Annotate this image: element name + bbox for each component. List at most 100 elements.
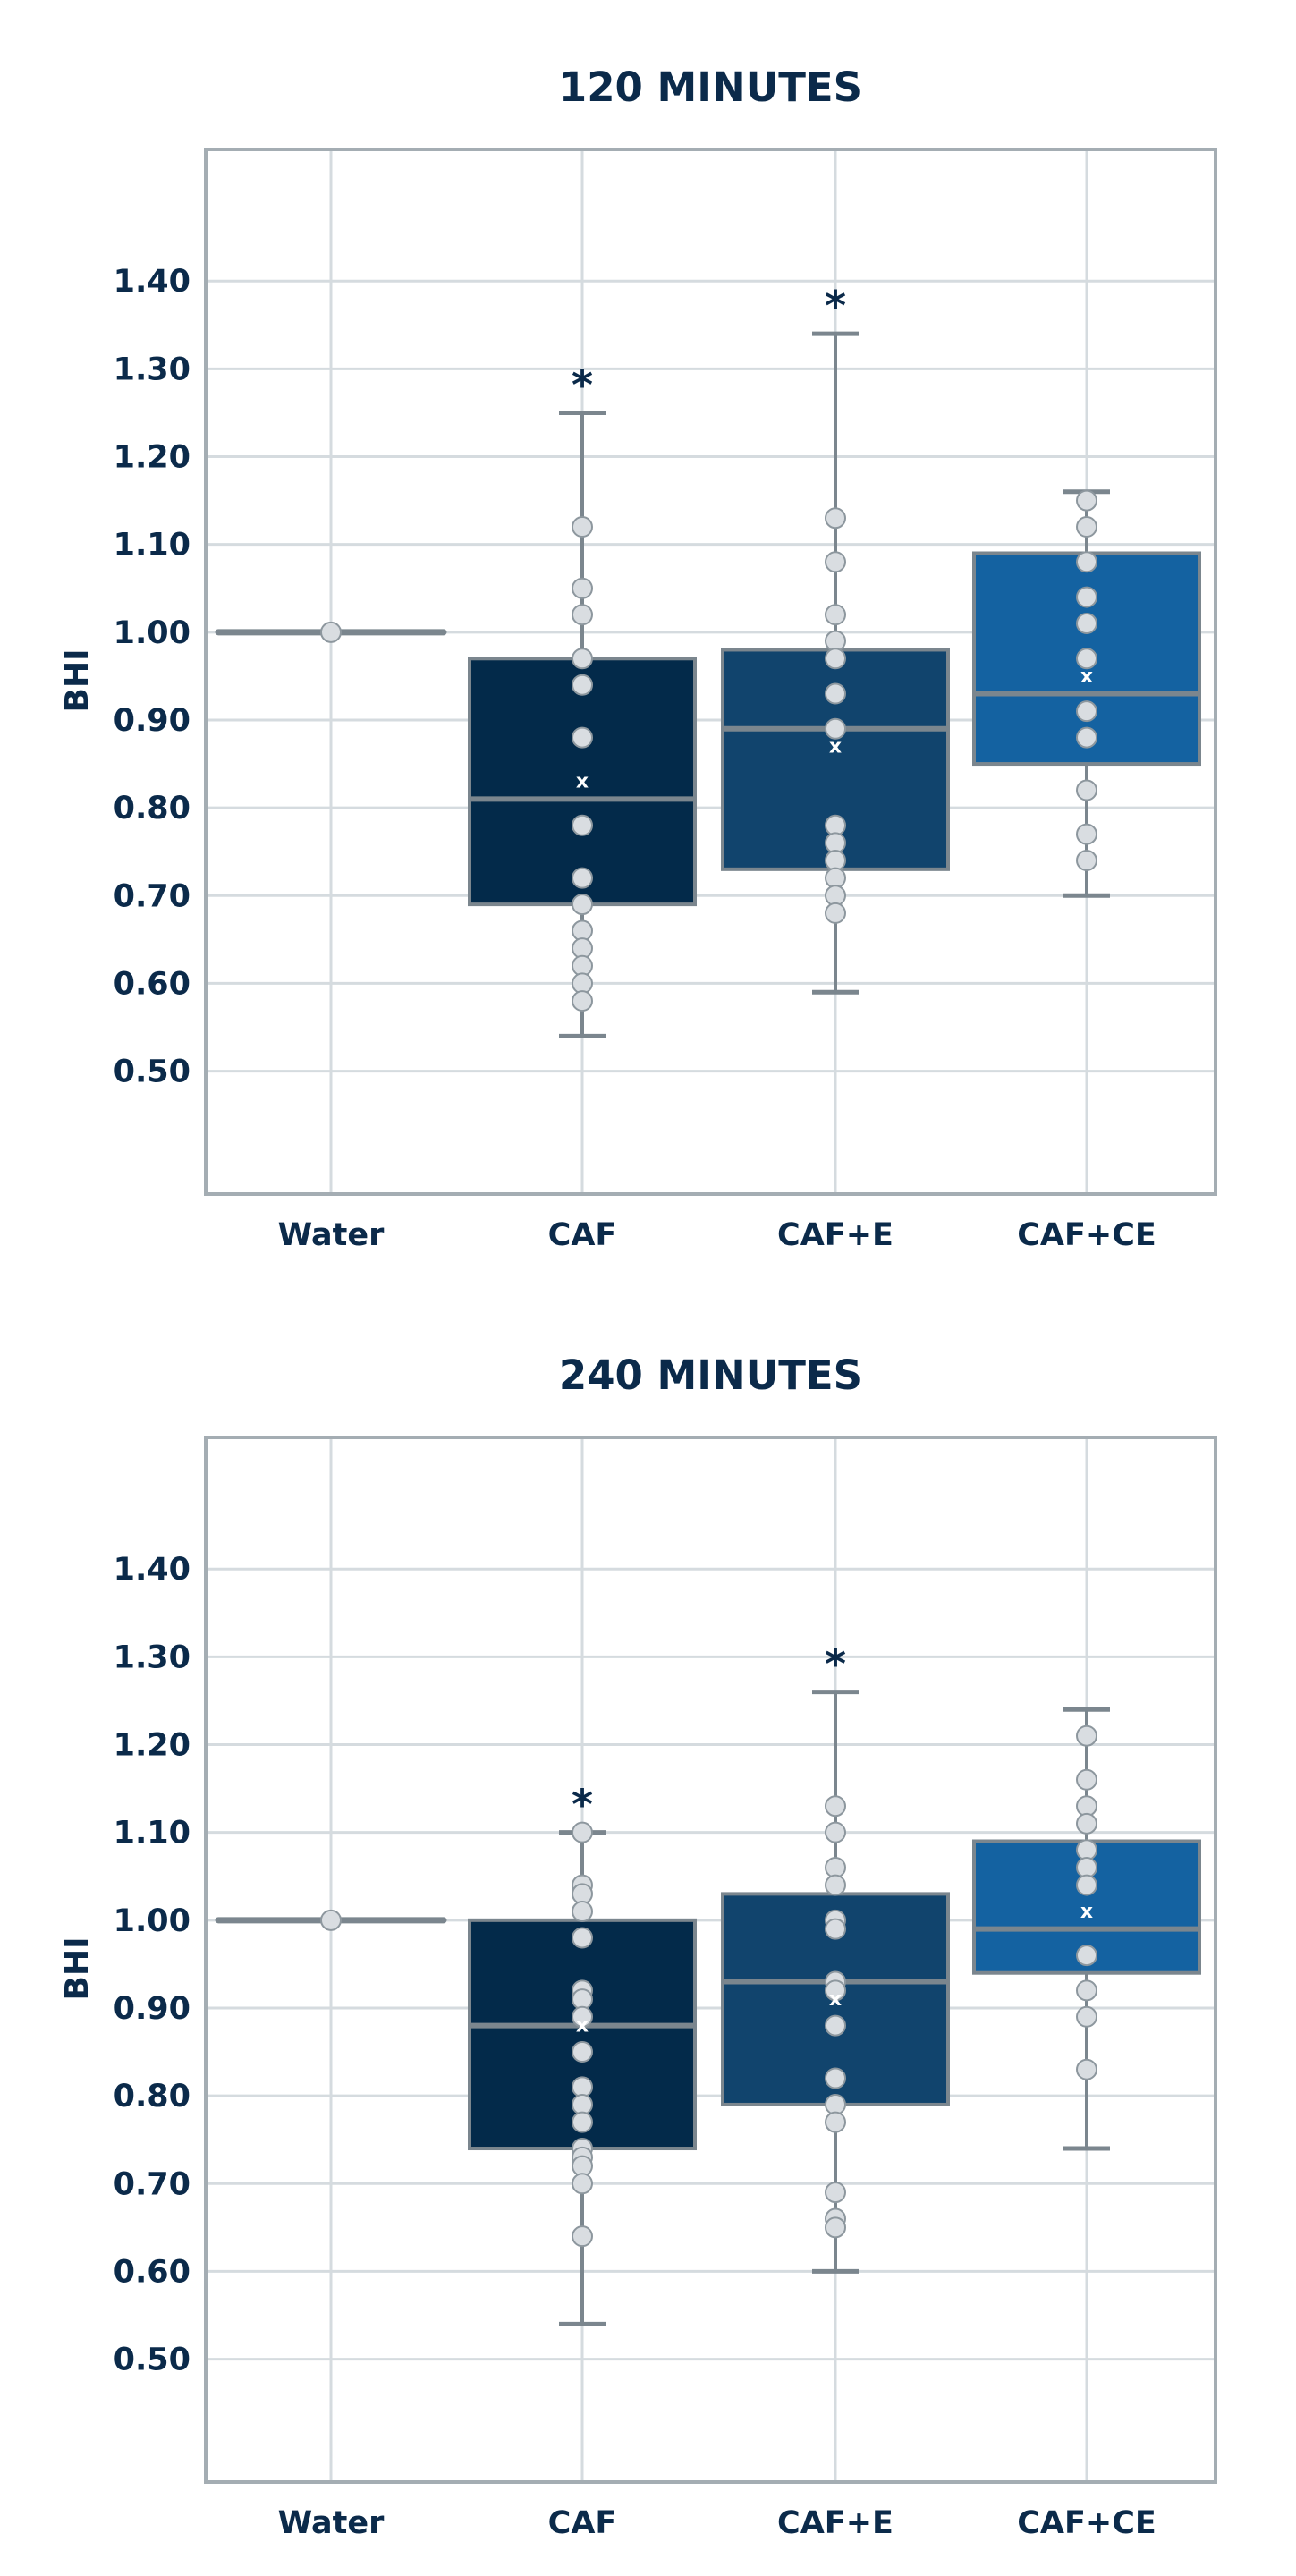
data-point bbox=[1076, 1768, 1097, 1791]
y-tick-label: 0.90 bbox=[114, 703, 191, 739]
box-group-caf: x* bbox=[468, 1781, 697, 2326]
box-group-caf-plus-e: x* bbox=[721, 1640, 950, 2274]
data-point bbox=[1076, 726, 1097, 749]
data-point bbox=[572, 2041, 593, 2063]
data-point bbox=[1076, 1979, 1097, 2002]
plot-frame bbox=[204, 1436, 1217, 2484]
x-tick-label: CAF bbox=[548, 2505, 617, 2541]
y-tick-label: 0.70 bbox=[114, 2166, 191, 2202]
data-point bbox=[572, 2111, 593, 2133]
significance-star: * bbox=[825, 1640, 846, 1689]
mean-marker: x bbox=[1080, 1901, 1093, 1923]
data-point bbox=[572, 2005, 593, 2028]
y-tick-label: 0.60 bbox=[114, 966, 191, 1002]
y-tick-label: 1.20 bbox=[114, 1728, 191, 1764]
x-tick-label: CAF+CE bbox=[1017, 1217, 1156, 1253]
data-point bbox=[825, 1874, 846, 1896]
data-point bbox=[572, 516, 593, 538]
data-point bbox=[320, 621, 342, 643]
y-tick-label: 0.50 bbox=[114, 2343, 191, 2378]
x-tick-label: Water bbox=[278, 2505, 385, 2541]
data-point bbox=[572, 867, 593, 889]
y-tick-label: 1.00 bbox=[114, 1903, 191, 1939]
significance-star: * bbox=[572, 360, 593, 409]
y-tick-label: 1.30 bbox=[114, 352, 191, 387]
y-tick-label: 1.40 bbox=[114, 1552, 191, 1588]
data-point bbox=[572, 814, 593, 836]
data-point bbox=[320, 1909, 342, 1931]
data-point bbox=[572, 577, 593, 599]
y-tick-label: 1.20 bbox=[114, 440, 191, 476]
data-point bbox=[572, 1821, 593, 1843]
x-tick-label: CAF+E bbox=[777, 1217, 894, 1253]
y-tick-label: 1.00 bbox=[114, 615, 191, 651]
data-point bbox=[1076, 586, 1097, 608]
data-point bbox=[825, 551, 846, 573]
data-point bbox=[825, 682, 846, 705]
mean-marker: x bbox=[1080, 665, 1093, 688]
box-group-water bbox=[215, 621, 447, 643]
y-tick-label: 0.80 bbox=[114, 791, 191, 826]
data-point bbox=[572, 2225, 593, 2248]
data-point bbox=[825, 2182, 846, 2204]
chart-title: 120 MINUTES bbox=[559, 64, 862, 111]
data-point bbox=[572, 1901, 593, 1923]
x-tick-label: Water bbox=[278, 1217, 385, 1253]
y-tick-label: 0.70 bbox=[114, 878, 191, 914]
data-point bbox=[1076, 648, 1097, 670]
y-tick-label: 1.30 bbox=[114, 1640, 191, 1675]
y-axis-label: BHI bbox=[59, 1937, 96, 2001]
y-tick-label: 0.60 bbox=[114, 2254, 191, 2290]
data-point bbox=[1076, 823, 1097, 845]
data-point bbox=[825, 902, 846, 924]
mean-marker: x bbox=[576, 2015, 589, 2038]
x-tick-label: CAF bbox=[548, 1217, 617, 1253]
data-point bbox=[572, 604, 593, 626]
data-point bbox=[1076, 2005, 1097, 2028]
data-point bbox=[1076, 1724, 1097, 1747]
box-group-caf-plus-e: x* bbox=[721, 282, 950, 995]
data-point bbox=[1076, 1874, 1097, 1896]
data-point bbox=[572, 1927, 593, 1949]
box-group-water bbox=[215, 1909, 447, 1931]
box-group-caf: x* bbox=[468, 360, 697, 1038]
data-point bbox=[572, 726, 593, 749]
data-point bbox=[825, 507, 846, 530]
chart-title: 240 MINUTES bbox=[559, 1352, 862, 1399]
data-point bbox=[1076, 2058, 1097, 2080]
chart-panel-2: 240 MINUTES 0.50 0.60 0.70 0.80 0.90 1.00 1.10 1… bbox=[59, 1352, 1217, 2541]
box-group-caf-plus-ce: x bbox=[972, 489, 1201, 898]
data-point bbox=[1076, 779, 1097, 801]
data-point bbox=[825, 604, 846, 626]
y-tick-label: 1.10 bbox=[114, 1816, 191, 1852]
y-tick-label: 1.40 bbox=[114, 264, 191, 300]
data-point bbox=[1076, 1945, 1097, 1967]
data-point bbox=[572, 648, 593, 670]
data-point bbox=[825, 1979, 846, 2002]
mean-marker: x bbox=[829, 735, 842, 758]
plot-frame bbox=[204, 148, 1217, 1196]
significance-star: * bbox=[572, 1781, 593, 1829]
y-tick-label: 0.90 bbox=[114, 1991, 191, 2027]
data-point bbox=[1076, 489, 1097, 512]
data-point bbox=[572, 894, 593, 916]
data-point bbox=[825, 1821, 846, 1843]
data-point bbox=[825, 717, 846, 740]
data-point bbox=[1076, 1812, 1097, 1835]
box-group-caf-plus-ce: x bbox=[972, 1707, 1201, 2151]
data-point bbox=[825, 648, 846, 670]
data-point bbox=[572, 990, 593, 1013]
y-tick-label: 0.80 bbox=[114, 2079, 191, 2114]
y-axis-label: BHI bbox=[59, 649, 96, 713]
data-point bbox=[572, 674, 593, 696]
data-point bbox=[825, 1918, 846, 1940]
data-point bbox=[825, 1795, 846, 1818]
mean-marker: x bbox=[576, 771, 589, 793]
data-point bbox=[1076, 551, 1097, 573]
mean-marker: x bbox=[829, 1988, 842, 2011]
data-point bbox=[572, 2173, 593, 2195]
data-point bbox=[1076, 700, 1097, 723]
data-point bbox=[1076, 613, 1097, 635]
data-point bbox=[825, 2111, 846, 2133]
